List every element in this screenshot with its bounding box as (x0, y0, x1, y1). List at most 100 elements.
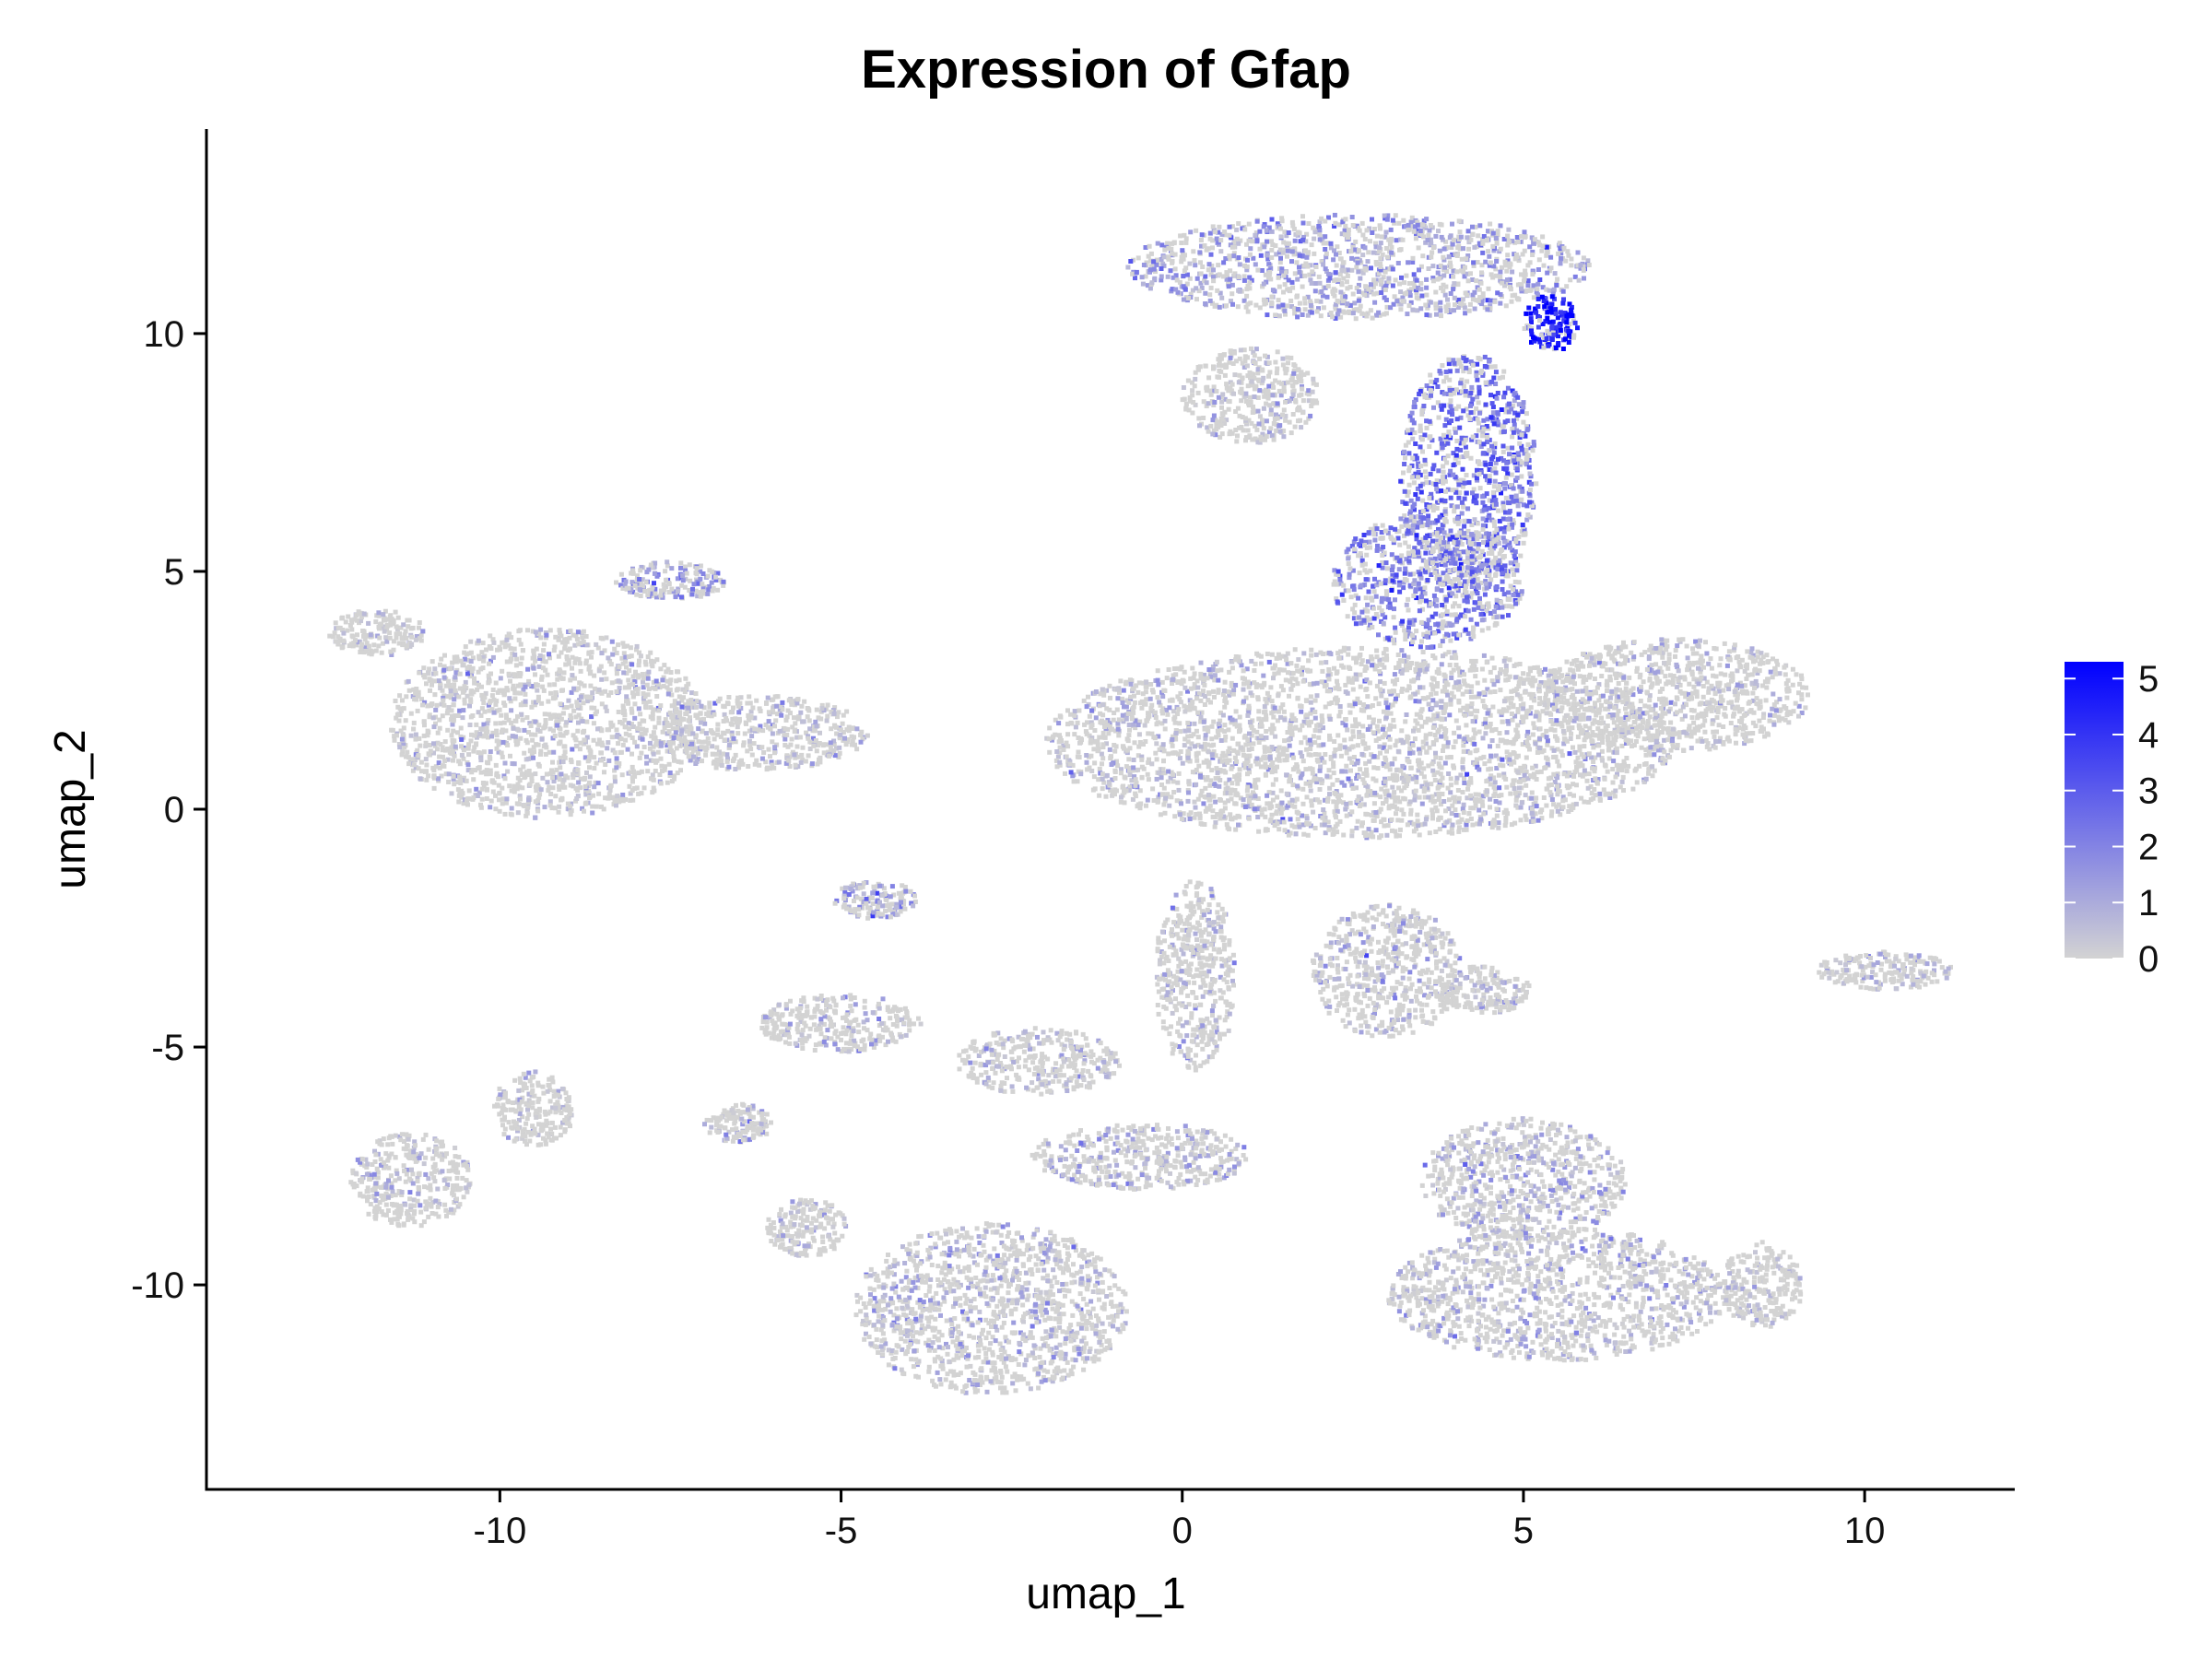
cell-point (561, 705, 567, 711)
cell-point (1296, 657, 1301, 663)
cell-point (515, 782, 521, 787)
cell-point (1445, 740, 1451, 746)
cell-point (1128, 694, 1134, 700)
cell-point (1279, 800, 1285, 806)
cell-point (587, 795, 592, 801)
cell-point (645, 654, 651, 660)
cell-point (1543, 666, 1547, 672)
cell-point (1270, 797, 1276, 803)
cell-point (1308, 752, 1313, 758)
cell-point (527, 782, 533, 787)
cell-point (505, 769, 511, 774)
cell-point (1453, 653, 1458, 658)
cell-point (614, 765, 619, 771)
cell-point (788, 711, 793, 716)
cell-point (601, 806, 606, 812)
cell-point (1487, 759, 1492, 764)
cell-point (726, 764, 732, 770)
cell-point (674, 726, 678, 732)
cell-point (634, 647, 639, 653)
cell-point (1482, 677, 1488, 683)
cell-point (761, 750, 767, 755)
cell-point (1246, 703, 1252, 709)
cell-point (441, 698, 446, 703)
cell-point (568, 629, 573, 634)
cell-point (758, 709, 763, 713)
cell-point (700, 582, 705, 587)
cell-point (689, 741, 695, 747)
cell-point (813, 719, 818, 724)
cell-point (592, 755, 597, 760)
cell-point (1237, 723, 1242, 728)
cell-point (787, 764, 793, 769)
cell-point (632, 678, 638, 684)
cell-point (337, 625, 343, 630)
cell-point (752, 761, 758, 767)
cell-point (490, 688, 496, 692)
cell-point (541, 641, 547, 647)
cell-point (504, 715, 509, 720)
cell-point (1187, 817, 1193, 821)
cell-point (594, 760, 599, 766)
cell-point (1333, 686, 1338, 691)
cell-point (475, 794, 480, 798)
cell-point (1431, 712, 1437, 718)
cell-point (1077, 755, 1082, 759)
cell-point (1442, 703, 1448, 709)
cell-point (427, 752, 432, 758)
cell-point (578, 641, 583, 646)
cell-point (1312, 728, 1318, 733)
cell-point (568, 712, 573, 718)
cell-point (394, 715, 399, 721)
cell-point (575, 767, 581, 772)
cell-point (577, 747, 582, 752)
cell-point (612, 646, 618, 652)
cell-point (1619, 779, 1625, 784)
cell-point (1270, 723, 1276, 728)
cell-point (1511, 702, 1516, 708)
cell-point (1549, 797, 1555, 802)
cell-point (1392, 790, 1397, 795)
cell-point (584, 771, 589, 775)
cell-point (798, 710, 804, 715)
cell-point (806, 718, 812, 724)
cell-point (548, 792, 554, 796)
cell-point (1571, 745, 1575, 750)
cell-point (1467, 736, 1473, 742)
cell-point (562, 637, 568, 642)
cell-point (1157, 700, 1162, 705)
cell-point (491, 697, 497, 702)
cell-point (637, 587, 642, 593)
cell-point (1330, 782, 1335, 787)
cell-point (1517, 785, 1522, 791)
cell-point (1465, 782, 1471, 787)
cell-point (794, 700, 800, 706)
cell-point (543, 667, 548, 673)
cell-point (627, 682, 632, 688)
cell-point (1226, 749, 1231, 754)
cell-point (480, 654, 486, 660)
cell-point (497, 808, 502, 814)
cell-point (560, 676, 566, 681)
cell-point (606, 795, 611, 801)
cell-point (683, 676, 688, 681)
cell-point (1362, 668, 1368, 673)
cell-point (525, 756, 531, 761)
cell-point (1212, 824, 1218, 830)
cell-point (1385, 705, 1391, 711)
cell-point (577, 661, 582, 666)
cell-point (1611, 759, 1617, 764)
cell-point (1355, 760, 1360, 766)
cell-point (607, 787, 613, 793)
cell-point (751, 741, 757, 747)
cell-point (735, 731, 741, 736)
cell-point (677, 677, 682, 683)
cell-point (1575, 755, 1581, 760)
cell-point (834, 731, 840, 736)
cell-point (664, 577, 669, 582)
cell-point (1448, 755, 1453, 760)
cell-point (623, 731, 629, 736)
cell-point (504, 796, 510, 802)
cell-point (491, 640, 497, 645)
cell-point (765, 724, 771, 730)
